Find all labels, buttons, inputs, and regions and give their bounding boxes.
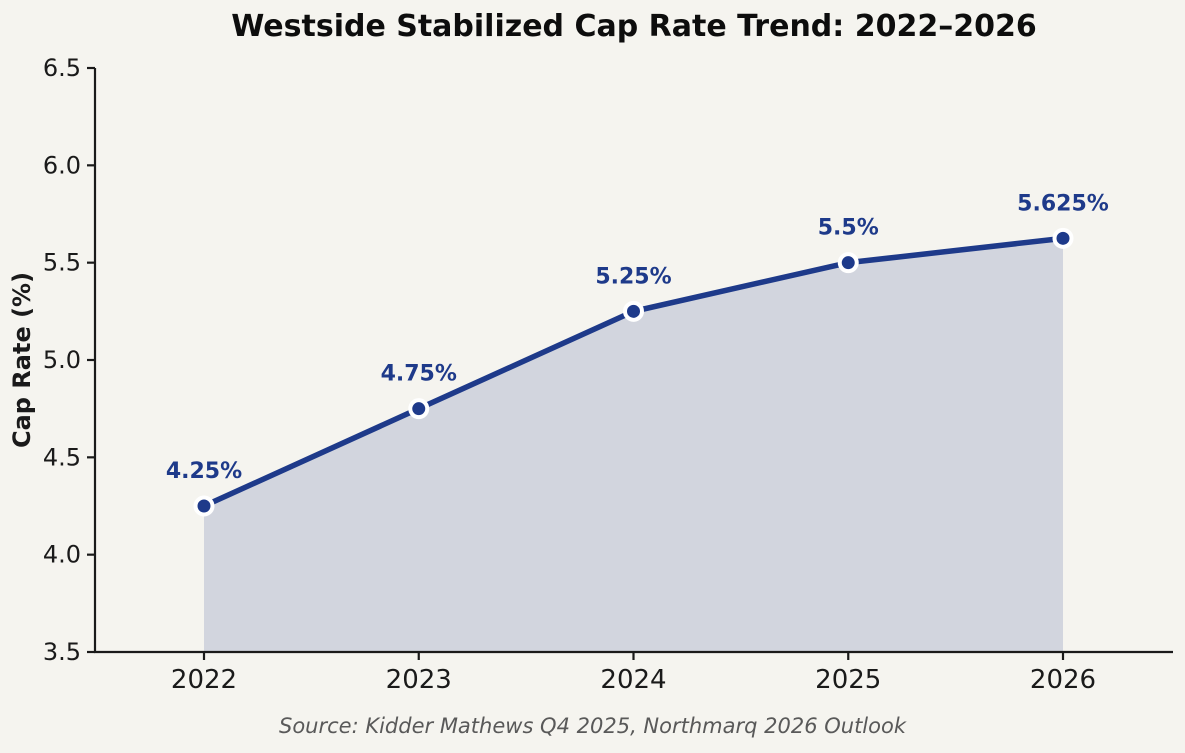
x-tick-label: 2026: [1030, 665, 1096, 695]
x-tick-label: 2023: [386, 665, 452, 695]
y-tick-label: 4.5: [43, 443, 81, 471]
data-point: [837, 252, 859, 274]
x-tick-label: 2025: [815, 665, 881, 695]
x-tick-label: 2024: [600, 665, 666, 695]
data-point: [193, 495, 215, 517]
data-point-label: 5.625%: [1017, 191, 1109, 216]
y-axis-title: Cap Rate (%): [8, 272, 36, 448]
area-fill: [204, 238, 1063, 653]
data-point-label: 4.75%: [381, 362, 457, 387]
data-point: [1052, 227, 1074, 249]
y-tick-label: 5.5: [43, 249, 81, 277]
y-tick-label: 5.0: [43, 346, 81, 374]
data-point: [408, 398, 430, 420]
chart-title: Westside Stabilized Cap Rate Trend: 2022…: [231, 9, 1037, 44]
data-point-label: 4.25%: [166, 459, 242, 484]
data-point: [623, 300, 644, 322]
y-tick-label: 4.0: [43, 541, 81, 569]
x-tick-label: 2022: [171, 665, 237, 695]
data-point-label: 5.25%: [595, 264, 671, 289]
y-tick-label: 6.5: [43, 54, 81, 82]
y-tick-label: 6.0: [43, 151, 81, 179]
data-point-label: 5.5%: [818, 216, 879, 241]
y-tick-label: 3.5: [43, 638, 81, 666]
source-caption: Source: Kidder Mathews Q4 2025, Northmar…: [278, 714, 907, 738]
